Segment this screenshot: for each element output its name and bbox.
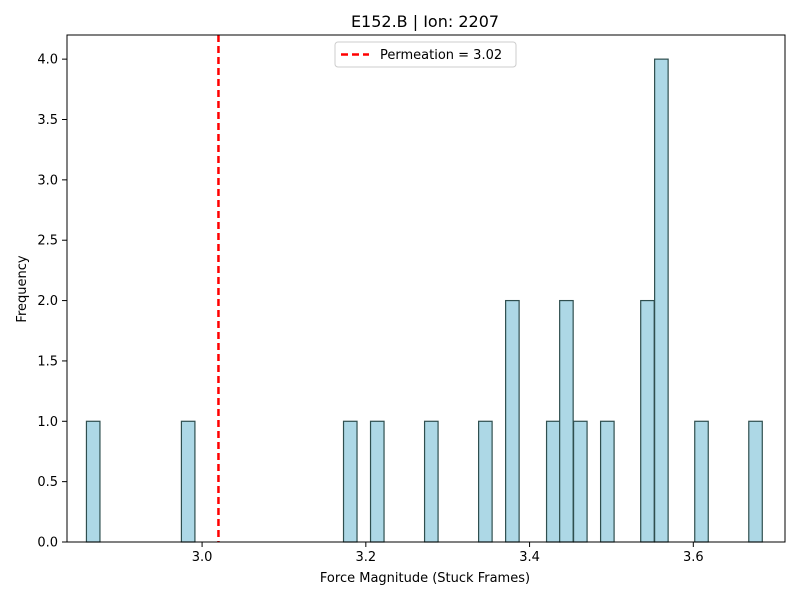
x-axis-ticks: 3.0 3.2 3.4 3.6 [192, 542, 704, 565]
histogram-bar [505, 299, 520, 543]
y-tick-label: 0.0 [37, 536, 58, 551]
y-tick-label: 2.5 [37, 234, 58, 249]
x-tick-label: 3.2 [355, 550, 376, 565]
y-axis-ticks: 0.0 0.5 1.0 1.5 2.0 2.5 3.0 3.5 4.0 [37, 53, 67, 551]
x-tick-label: 3.6 [683, 550, 704, 565]
histogram-bar [654, 58, 669, 543]
histogram-bar [342, 420, 358, 543]
plot-frame [66, 34, 786, 543]
y-tick-label: 4.0 [37, 53, 58, 68]
x-tick-label: 3.0 [192, 550, 213, 565]
histogram-bar [369, 420, 385, 543]
y-tick-label: 1.0 [37, 415, 58, 430]
legend-label: Permeation = 3.02 [380, 48, 502, 63]
histogram-bar [640, 299, 655, 543]
histogram-bar [85, 420, 101, 543]
histogram-bar [180, 420, 196, 543]
histogram-bar [423, 420, 439, 543]
histogram-bar [599, 420, 615, 543]
histogram-bar [478, 420, 493, 543]
y-tick-label: 3.0 [37, 173, 58, 188]
chart-title: E152.B | Ion: 2207 [351, 12, 499, 31]
histogram-bar [748, 420, 763, 543]
histogram-bar [559, 299, 574, 543]
histogram-bar [545, 420, 561, 543]
y-tick-label: 1.5 [37, 354, 58, 369]
x-axis-label: Force Magnitude (Stuck Frames) [320, 571, 530, 586]
y-tick-label: 3.5 [37, 113, 58, 128]
y-tick-label: 2.0 [37, 294, 58, 309]
y-axis-label: Frequency [15, 255, 30, 322]
histogram-bar [572, 420, 588, 543]
legend-box [334, 41, 517, 68]
histogram-bar [694, 420, 709, 543]
y-tick-label: 0.5 [37, 475, 58, 490]
x-tick-label: 3.4 [519, 550, 540, 565]
legend: Permeation = 3.02 [334, 41, 517, 68]
